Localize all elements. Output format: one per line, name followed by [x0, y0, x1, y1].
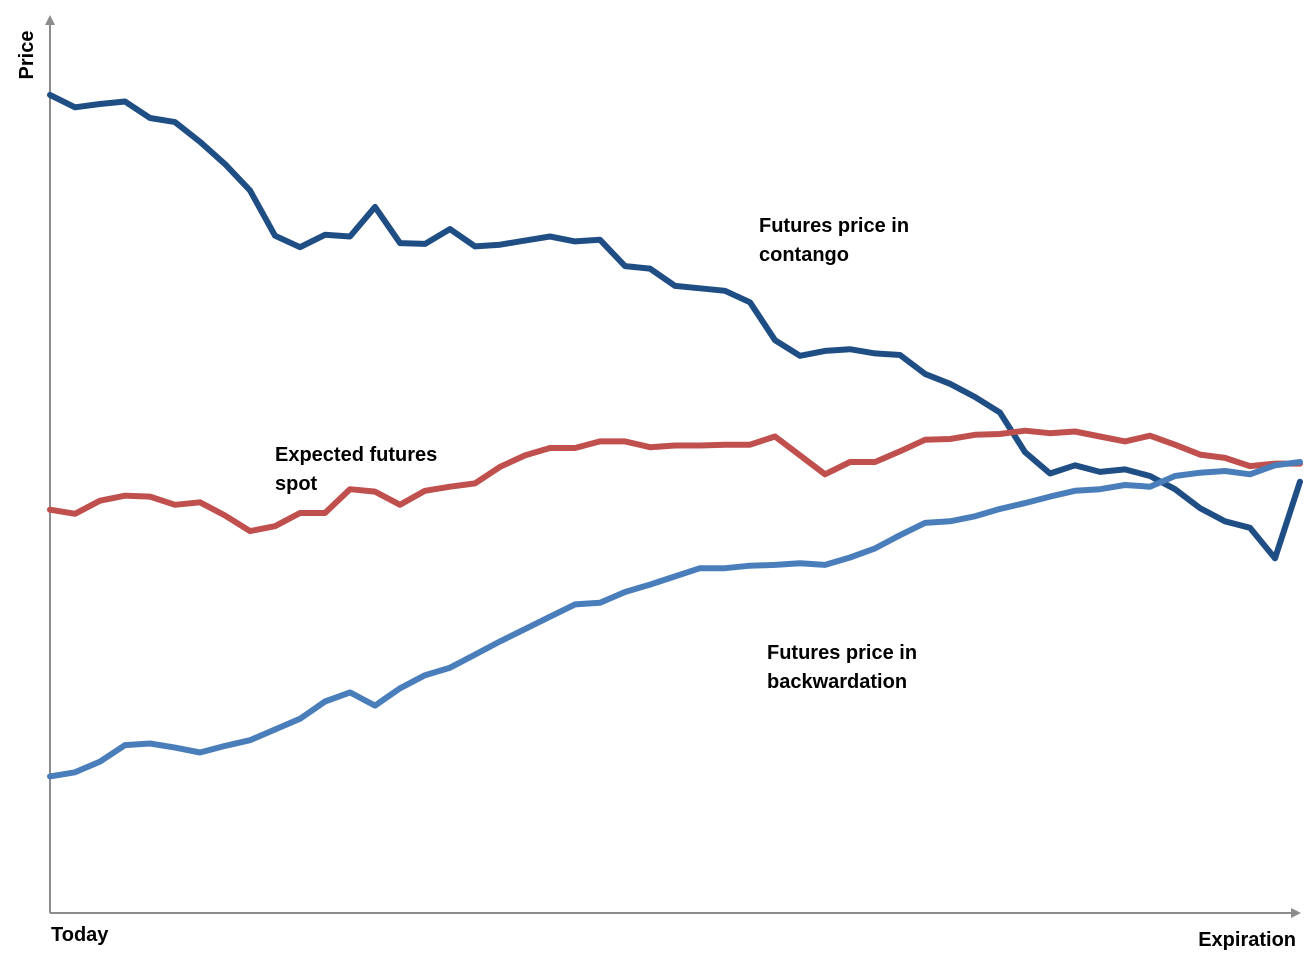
- annotation-backwardation-line1: Futures price in: [767, 642, 917, 664]
- annotation-expected-line2: spot: [275, 473, 318, 495]
- y-axis-title: Price: [16, 31, 38, 80]
- annotation-contango-line1: Futures price in: [759, 215, 909, 237]
- series-layer: [47, 91, 1303, 780]
- series-line-backwardation: [47, 459, 1303, 780]
- series-line-expected: [47, 427, 1303, 535]
- annotation-contango-line2: contango: [759, 244, 849, 266]
- annotation-backwardation-line2: backwardation: [767, 671, 907, 693]
- series-line-contango: [47, 91, 1303, 562]
- x-axis-start-label: Today: [51, 924, 109, 946]
- x-axis-end-label: Expiration: [1198, 929, 1296, 951]
- annotation-expected-line1: Expected futures: [275, 444, 437, 466]
